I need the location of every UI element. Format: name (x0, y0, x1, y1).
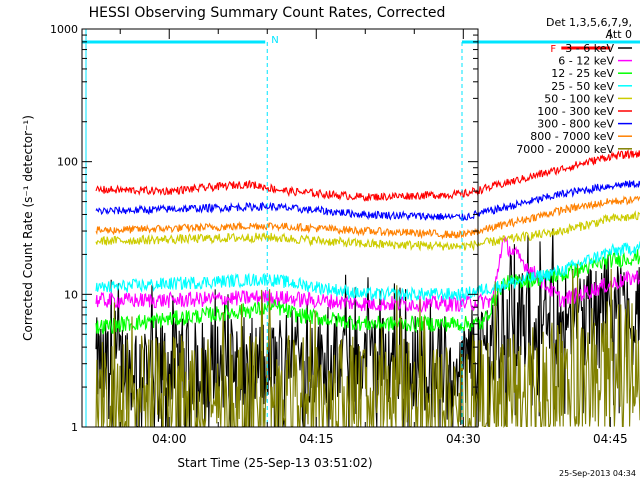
legend-label-mag: 6 - 12 keV (558, 55, 614, 68)
series-group (95, 149, 640, 429)
series-line-orange (95, 195, 640, 240)
y-tick-label: 100 (57, 156, 78, 169)
legend-label-blue: 300 - 800 keV (537, 118, 614, 131)
timestamp: 25-Sep-2013 04:34 (559, 469, 636, 478)
y-tick-label: 1000 (50, 23, 78, 36)
legend-label-red: 100 - 300 keV (537, 105, 614, 118)
y-tick-label: 1 (71, 421, 78, 434)
legend-header-line2: Att 0 (606, 28, 632, 41)
series-line-blue (95, 180, 640, 222)
chart-title: HESSI Observing Summary Count Rates, Cor… (89, 5, 446, 21)
legend-label-black: 3 - 6 keV (565, 42, 614, 55)
series-line-mag (95, 235, 640, 314)
legend-header-line1: Det 1,3,5,6,7,9, (546, 16, 632, 29)
series-line-yellow (95, 210, 640, 252)
plot-frame (81, 28, 479, 428)
flare-marker-label: F (550, 44, 556, 55)
legend-label-cyan: 25 - 50 keV (551, 80, 614, 93)
series-line-olive (95, 264, 640, 429)
series-line-cyan (95, 241, 640, 302)
axes-group: 110100100004:0004:1504:3004:4505:0005:15… (50, 23, 628, 446)
y-tick-label: 10 (64, 288, 78, 301)
legend-label-yellow: 50 - 100 keV (544, 92, 614, 105)
legend-label-olive: 7000 - 20000 keV (516, 143, 614, 156)
series-line-red (95, 149, 640, 202)
night-marker-label: N (271, 35, 278, 46)
y-axis-label: Corrected Count Rate (s⁻¹ detector⁻¹) (21, 115, 35, 341)
x-tick-label: 04:15 (299, 432, 334, 446)
legend-label-green: 12 - 25 keV (551, 67, 614, 80)
x-tick-label: 04:45 (593, 432, 628, 446)
x-tick-label: 04:00 (152, 432, 187, 446)
legend-label-orange: 800 - 7000 keV (530, 130, 614, 143)
x-tick-label: 04:30 (446, 432, 481, 446)
x-axis-label: Start Time (25-Sep-13 03:51:02) (177, 456, 372, 470)
annotations-group: NF (82, 29, 640, 427)
